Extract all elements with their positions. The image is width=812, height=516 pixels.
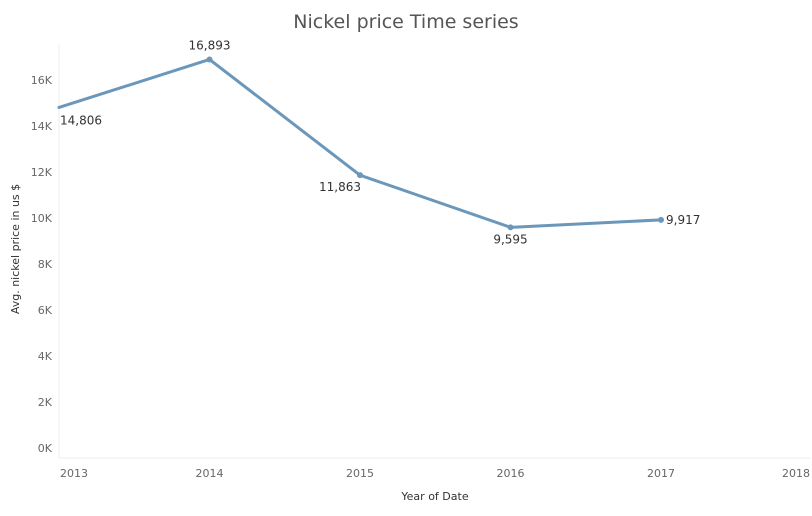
- data-label: 14,806: [60, 113, 102, 127]
- y-tick-label: 4K: [38, 350, 53, 363]
- x-tick-label: 2013: [60, 467, 88, 480]
- data-point[interactable]: [658, 216, 664, 223]
- x-tick-label: 2015: [346, 467, 374, 480]
- x-tick-label: 2017: [647, 467, 675, 480]
- y-tick-label: 6K: [38, 304, 53, 317]
- y-tick-label: 0K: [38, 442, 53, 455]
- y-tick-label: 16K: [31, 74, 53, 87]
- x-tick-label: 2014: [196, 467, 224, 480]
- y-tick-label: 2K: [38, 396, 53, 409]
- data-label: 16,893: [189, 38, 231, 52]
- data-label: 9,595: [493, 232, 527, 246]
- x-tick-label: 2018: [782, 467, 810, 480]
- series-layer: 14,806 16,893 11,863 9,595 9,917: [57, 38, 700, 246]
- x-axis-label: Year of Date: [400, 490, 468, 503]
- data-point[interactable]: [206, 56, 213, 63]
- y-tick-label: 14K: [31, 120, 53, 133]
- x-tick-label: 2016: [497, 467, 525, 480]
- chart-title: Nickel price Time series: [293, 11, 518, 33]
- data-label: 9,917: [666, 213, 700, 227]
- y-tick-labels: 0K 2K 4K 6K 8K 10K 12K 14K 16K: [31, 74, 53, 455]
- data-point[interactable]: [357, 172, 363, 179]
- y-tick-label: 12K: [31, 166, 53, 179]
- data-point[interactable]: [507, 224, 514, 231]
- series-line: [57, 57, 663, 229]
- x-tick-labels: 2013 2014 2015 2016 2017 2018: [60, 467, 810, 480]
- y-axis-label: Avg. nickel price in us $: [9, 184, 22, 314]
- y-tick-label: 10K: [31, 212, 53, 225]
- y-tick-label: 8K: [38, 258, 53, 271]
- data-label: 11,863: [319, 180, 361, 194]
